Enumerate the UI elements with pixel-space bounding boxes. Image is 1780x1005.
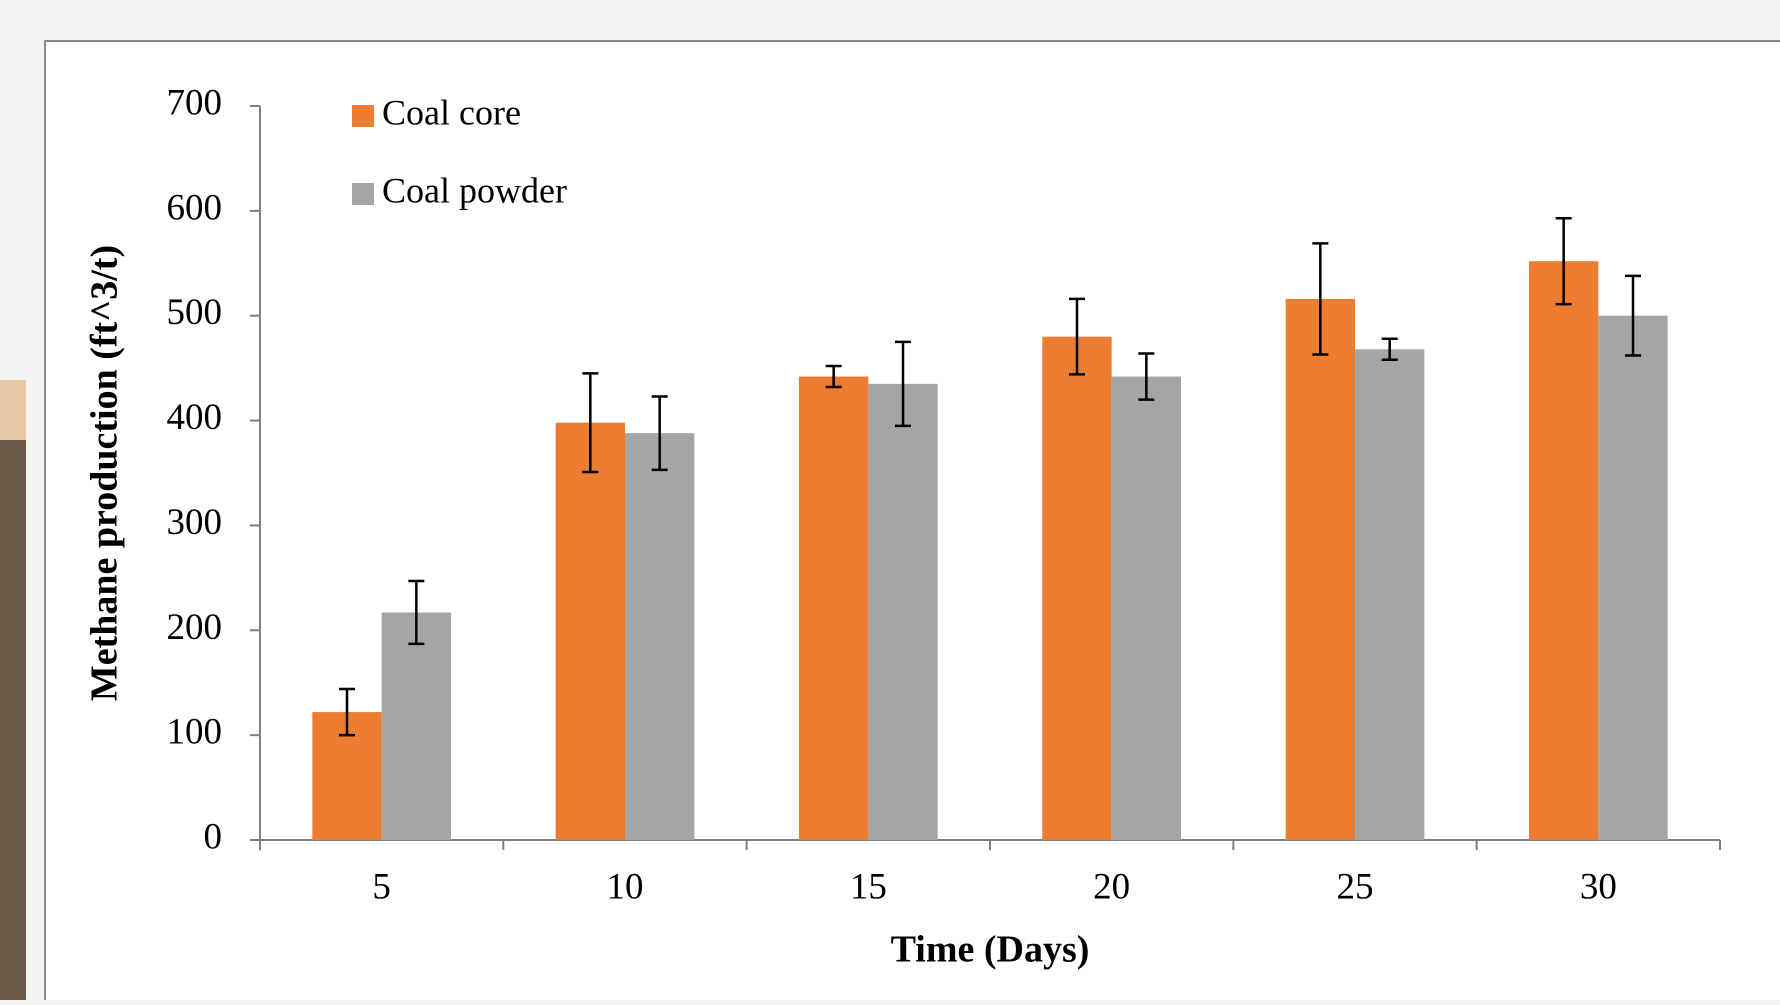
bar (1042, 337, 1111, 840)
bar (556, 423, 625, 840)
bar (799, 377, 868, 840)
x-tick-label: 15 (850, 866, 887, 907)
background-photo-strip (0, 380, 26, 1000)
bar (1112, 377, 1181, 840)
bar (625, 433, 694, 840)
x-tick-label: 25 (1337, 866, 1374, 907)
y-tick-label: 200 (167, 607, 223, 648)
y-tick-label: 100 (167, 712, 223, 753)
legend-swatch (352, 183, 374, 205)
background-photo-strip (0, 380, 26, 440)
y-tick-label: 600 (167, 187, 223, 228)
bar (1598, 316, 1667, 840)
bar (382, 612, 451, 840)
page: {"chart_data": {"type": "bar", "x_label"… (0, 0, 1780, 1000)
y-tick-label: 500 (167, 292, 223, 333)
legend-label: Coal powder (382, 170, 567, 210)
y-tick-label: 0 (204, 816, 223, 857)
bar (868, 384, 937, 840)
legend-swatch (352, 105, 374, 127)
x-axis-title: Time (Days) (891, 929, 1090, 971)
x-tick-label: 30 (1580, 866, 1617, 907)
legend-label: Coal core (382, 92, 521, 132)
bar (1355, 349, 1424, 840)
y-axis-title: Methane production (ft^3/t) (84, 245, 126, 701)
x-tick-label: 5 (372, 866, 391, 907)
chart: Time (Days) Methane production (ft^3/t) … (0, 0, 1780, 1000)
x-tick-label: 20 (1093, 866, 1130, 907)
x-tick-label: 10 (607, 866, 644, 907)
y-tick-label: 700 (167, 82, 223, 123)
y-tick-label: 400 (167, 397, 223, 438)
bar (1286, 299, 1355, 840)
bar (1529, 261, 1598, 840)
y-tick-label: 300 (167, 502, 223, 543)
